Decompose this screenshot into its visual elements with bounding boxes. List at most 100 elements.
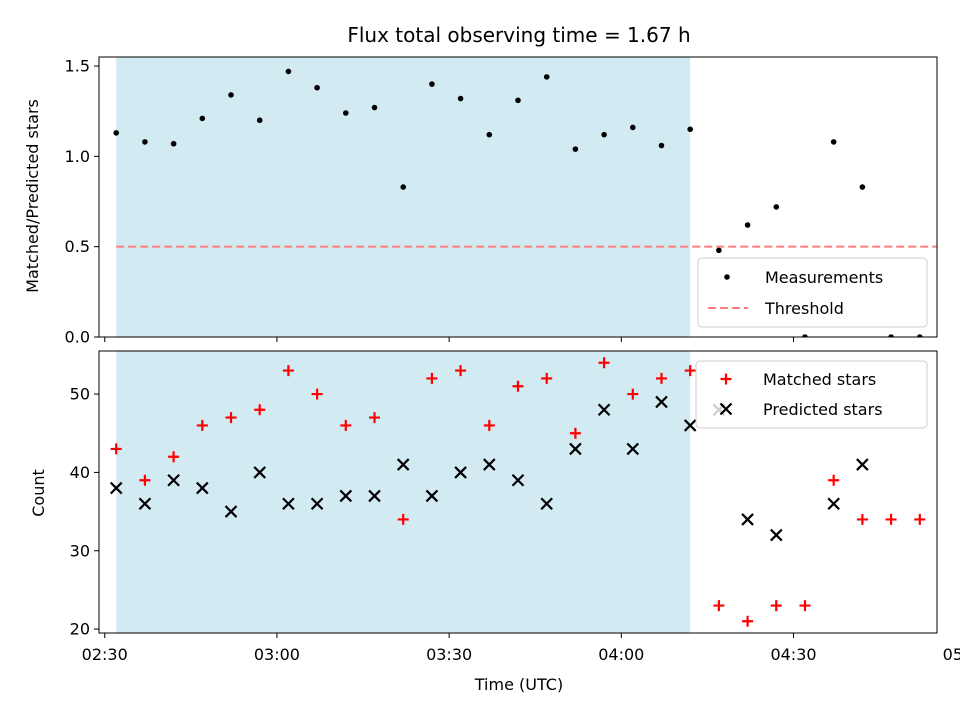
x-tick-label: 03:00 — [254, 645, 300, 664]
bottom-panel: 20 30 40 50 02:30 03:00 03:30 04:00 04:30 05:00 Ma… — [70, 350, 960, 664]
measurement-point — [343, 110, 349, 116]
measurement-point — [916, 334, 923, 337]
matched-star-point — [397, 513, 409, 525]
bottom-y-tick-label: 50 — [70, 385, 90, 404]
legend-predicted-marker — [719, 402, 733, 416]
legend-measurements-label: Measurements — [765, 268, 883, 287]
measurement-point — [256, 117, 263, 124]
matched-star-point — [541, 372, 553, 384]
matched-star-point — [110, 443, 122, 455]
matched-star-point — [168, 451, 180, 463]
predicted-star-point — [483, 458, 496, 471]
matched-star-point — [196, 419, 208, 431]
bottom-plot-area — [109, 357, 954, 627]
matched-star-point — [483, 419, 495, 431]
measurement-point — [285, 68, 292, 75]
chart-title: Flux total observing time = 1.67 h — [347, 23, 690, 47]
matched-star-point — [369, 412, 381, 424]
x-tick-label: 04:30 — [770, 645, 816, 664]
measurement-point — [543, 74, 550, 80]
predicted-star-point — [310, 497, 324, 511]
top-legend-box — [697, 257, 928, 328]
measurement-point — [658, 142, 665, 149]
matched-star-point — [627, 388, 639, 400]
predicted-star-point — [339, 489, 353, 503]
predicted-star-point — [540, 497, 553, 511]
legend-threshold-label: Threshold — [764, 299, 844, 318]
matched-star-point — [512, 380, 524, 392]
y-axis-label-bottom: Count — [29, 469, 48, 517]
predicted-star-point — [511, 473, 525, 487]
matched-star-point — [713, 600, 725, 612]
x-tick-label: 05:00 — [943, 645, 960, 664]
predicted-star-point — [454, 466, 467, 479]
predicted-star-point — [282, 497, 295, 511]
top-shaded-region — [116, 57, 691, 337]
measurement-point — [601, 131, 607, 138]
measurement-point — [687, 126, 693, 133]
measurement-point — [744, 222, 751, 228]
matched-star-point — [770, 600, 782, 612]
matched-star-point — [914, 513, 926, 525]
predicted-star-point — [770, 528, 783, 542]
matched-star-point — [655, 372, 667, 384]
predicted-star-point — [569, 442, 582, 456]
measurement-point — [170, 140, 177, 147]
x-tick-label: 03:30 — [426, 645, 472, 664]
matched-star-point — [340, 419, 352, 431]
predicted-star-point — [196, 481, 209, 495]
bottom-y-tick-label: 20 — [70, 620, 90, 639]
bottom-y-tick-label: 30 — [70, 541, 90, 560]
measurement-point — [515, 97, 521, 104]
measurement-point — [802, 334, 808, 337]
measurement-point — [859, 184, 866, 190]
predicted-star-point — [167, 473, 180, 487]
legend-matched-label: Matched stars — [763, 370, 876, 389]
bottom-legend-box — [695, 360, 928, 429]
matched-star-point — [311, 388, 323, 400]
measurement-point — [773, 204, 780, 210]
measurement-point — [314, 84, 320, 91]
x-tick-label: 04:00 — [598, 645, 644, 664]
measurement-point — [830, 139, 837, 145]
matched-star-point — [598, 357, 610, 369]
matched-star-point — [943, 459, 954, 470]
matched-star-point — [282, 365, 294, 377]
predicted-star-point — [224, 505, 238, 518]
y-axis-label-top: Matched/Predicted stars — [23, 99, 42, 293]
measurement-point — [572, 146, 579, 152]
predicted-star-point — [138, 497, 152, 511]
predicted-star-point — [109, 481, 123, 495]
measurement-point — [400, 184, 407, 190]
measurement-point — [629, 124, 636, 131]
top-y-tick-label: 0.0 — [65, 328, 90, 347]
matched-star-point — [828, 474, 840, 486]
predicted-star-point — [396, 458, 410, 471]
top-axes-frame — [98, 56, 938, 338]
measurement-point — [371, 104, 378, 111]
measurement-point — [199, 115, 206, 122]
measurement-point — [716, 247, 722, 254]
matched-star-point — [799, 600, 811, 612]
predicted-star-point — [827, 497, 840, 511]
predicted-star-point — [856, 458, 869, 471]
measurement-point — [429, 81, 435, 87]
bottom-axes-frame — [98, 350, 938, 634]
legend-measurements-marker — [724, 274, 730, 280]
top-y-tick-label: 1.5 — [65, 57, 90, 76]
matched-star-point — [742, 615, 754, 627]
measurement-point — [486, 131, 493, 138]
top-panel: 0.0 0.5 1.0 1.5 Measurements Threshold — [65, 56, 938, 347]
predicted-star-point — [597, 403, 611, 417]
measurement-point — [457, 95, 464, 102]
matched-star-point — [139, 474, 151, 486]
predicted-star-point — [253, 466, 266, 479]
matched-star-point — [856, 513, 868, 525]
measurement-point — [142, 139, 148, 145]
predicted-star-point — [626, 442, 640, 456]
matched-star-point — [569, 427, 581, 439]
x-tick-label: 02:30 — [82, 645, 128, 664]
legend-matched-marker — [720, 373, 732, 385]
matched-star-point — [885, 513, 897, 525]
